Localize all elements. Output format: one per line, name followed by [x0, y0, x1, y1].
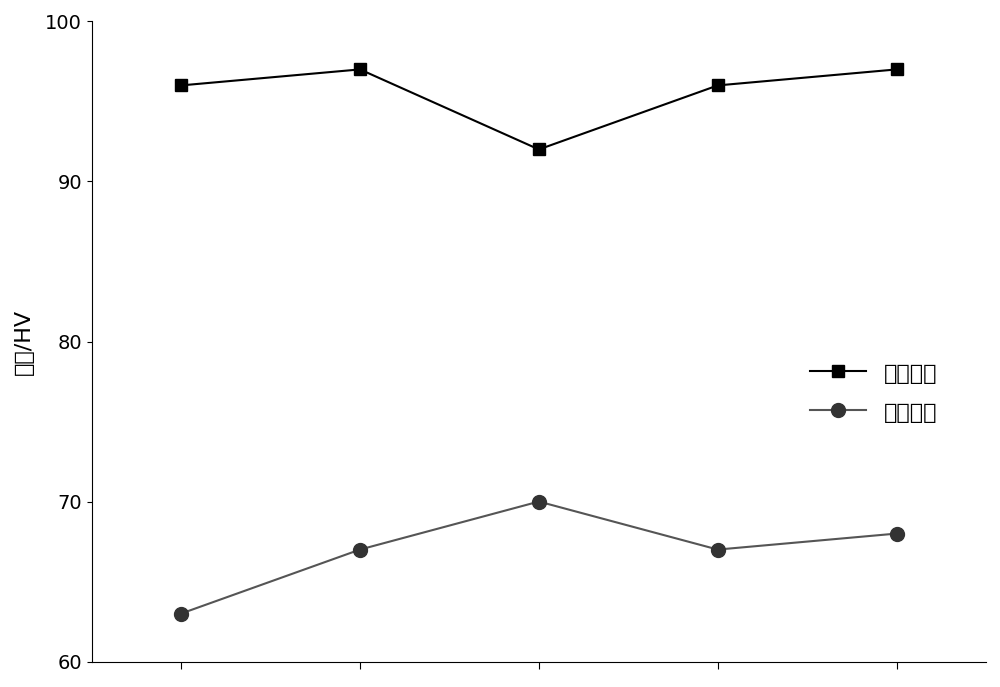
热处理后 [354, 545, 366, 554]
Line: 热处理前: 热处理前 [175, 64, 902, 155]
Legend: 热处理前, 热处理后: 热处理前, 热处理后 [799, 351, 948, 434]
热处理前 [354, 65, 366, 74]
热处理前 [175, 81, 187, 89]
热处理前 [891, 65, 903, 74]
热处理后 [533, 497, 545, 506]
热处理后 [175, 609, 187, 618]
热处理后 [891, 530, 903, 538]
热处理前 [712, 81, 724, 89]
Line: 热处理后: 热处理后 [174, 495, 904, 620]
热处理后 [712, 545, 724, 554]
热处理前 [533, 146, 545, 154]
Y-axis label: 硬度/HV: 硬度/HV [14, 308, 34, 374]
